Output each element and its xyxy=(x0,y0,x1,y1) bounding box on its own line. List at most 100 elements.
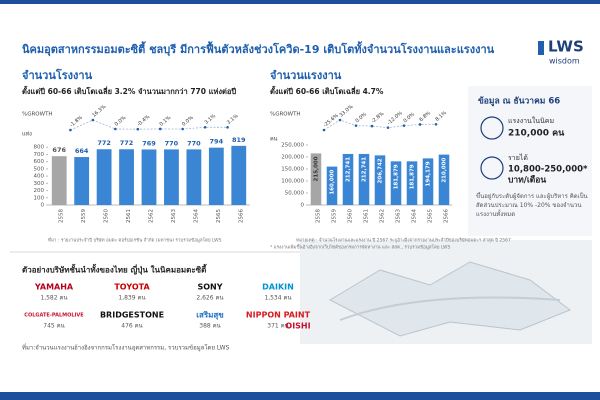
growth-label: 33.0% xyxy=(338,104,354,119)
x-tick-label: 2562 xyxy=(149,209,155,223)
growth-label: 0.0% xyxy=(181,115,195,128)
chart-source: ที่มา : รายงานประจำปี บริษัท อมตะ คอร์ปอ… xyxy=(48,237,222,244)
x-tick-label: 2559 xyxy=(81,209,87,223)
company-workers: 2,626 คน xyxy=(196,295,223,302)
bar xyxy=(51,156,67,205)
y-tick-label: 200 xyxy=(34,188,45,194)
growth-point xyxy=(136,127,140,131)
y-tick-label: 100 xyxy=(34,195,45,201)
bar xyxy=(96,149,112,205)
growth-point xyxy=(370,124,374,128)
labor-value: 210,000 คน xyxy=(508,129,565,139)
chart-title: จำนวนโรงงาน xyxy=(22,68,93,82)
growth-point xyxy=(158,127,162,131)
growth-point xyxy=(226,125,229,129)
x-tick-label: 2561 xyxy=(126,209,132,223)
x-tick-label: 2564 xyxy=(193,209,199,223)
bar xyxy=(141,149,157,205)
growth-label: -12.0% xyxy=(386,110,404,126)
bar xyxy=(422,158,434,205)
growth-label: 3.1% xyxy=(204,113,218,126)
y-tick-label: 100,000 xyxy=(281,179,304,185)
value-label: 181,879 xyxy=(394,164,400,189)
company-workers: 745 คน xyxy=(43,323,64,330)
growth-label: 0.0% xyxy=(402,111,416,124)
y-tick-label: 800 xyxy=(34,145,45,151)
company-logo: NIPPON PAINT xyxy=(246,311,311,320)
growth-label: 3.1% xyxy=(226,113,240,126)
x-tick-label: 2563 xyxy=(171,209,177,223)
y-axis-label: แห่ง xyxy=(22,132,32,138)
growth-label: -25.6% xyxy=(322,113,340,129)
value-label: 215,000 xyxy=(314,156,320,181)
logo-icon xyxy=(538,41,544,55)
growth-label: -2.8% xyxy=(370,111,385,125)
growth-point xyxy=(181,127,184,131)
company-logo: YAMAHA xyxy=(34,283,74,292)
company-logo: SONY xyxy=(197,283,222,292)
bar xyxy=(390,161,402,205)
value-label: 206,742 xyxy=(378,158,384,183)
company-workers: 1,582 คน xyxy=(40,295,67,302)
growth-point xyxy=(418,123,422,126)
top-band xyxy=(0,0,600,4)
growth-point xyxy=(434,122,438,126)
growth-label: 16.3% xyxy=(91,104,107,119)
bar xyxy=(438,154,450,205)
company-workers: 371 คน xyxy=(267,323,288,330)
value-label: 194,179 xyxy=(426,161,432,186)
value-label: 769 xyxy=(142,139,156,147)
company-workers: 388 คน xyxy=(199,323,220,330)
labor-label: แรงงานในนิคม xyxy=(508,116,554,125)
growth-title: %GROWTH xyxy=(270,112,301,118)
income-label: รายได้ xyxy=(508,153,528,162)
chart-source: * แรงงานเพิ่มขึ้นอ้างอิงจากเว็บไซต์ของกร… xyxy=(270,243,450,251)
bar xyxy=(119,149,134,205)
income-icon xyxy=(480,156,504,180)
x-tick-label: 2563 xyxy=(396,209,402,223)
y-tick-label: 50,000 xyxy=(285,191,305,197)
y-tick-label: 200,000 xyxy=(281,155,304,161)
value-label: 772 xyxy=(97,139,111,147)
growth-label: -1.8% xyxy=(69,115,84,129)
chart-title: จำนวนแรงงาน xyxy=(270,69,342,82)
y-tick-label: 0 xyxy=(41,203,45,209)
map-road xyxy=(339,296,561,321)
logo-sub: wisdom xyxy=(549,57,580,66)
x-tick-label: 2565 xyxy=(216,209,222,223)
growth-label: 8.1% xyxy=(434,110,448,123)
labor-icon xyxy=(480,116,504,140)
growth-point xyxy=(354,124,358,127)
x-tick-label: 2560 xyxy=(348,209,354,223)
x-tick-label: 2566 xyxy=(238,209,244,223)
growth-point xyxy=(91,118,95,122)
x-tick-label: 2560 xyxy=(104,209,110,223)
value-label: 664 xyxy=(75,147,89,155)
growth-label: 0.1% xyxy=(159,115,173,128)
bottom-band xyxy=(0,392,600,400)
logo: LWS xyxy=(548,38,584,56)
bar xyxy=(374,155,386,205)
growth-label: 6.8% xyxy=(418,110,432,123)
y-tick-label: 0 xyxy=(301,203,305,209)
y-tick-label: 500 xyxy=(34,166,45,172)
growth-line xyxy=(70,119,228,131)
company-logo: OISHI xyxy=(285,322,310,331)
growth-point xyxy=(338,118,342,122)
company-logo: TOYOTA xyxy=(114,283,150,292)
bar xyxy=(164,149,179,205)
bar xyxy=(342,153,354,205)
value-label: 212,741 xyxy=(362,157,368,182)
value-label: 794 xyxy=(210,138,224,146)
x-tick-label: 2558 xyxy=(316,209,322,223)
growth-label: -0.4% xyxy=(136,114,151,128)
bar xyxy=(208,147,224,205)
bar xyxy=(74,157,90,205)
growth-line xyxy=(323,119,437,131)
x-tick-label: 2565 xyxy=(428,209,434,223)
bar xyxy=(186,149,202,205)
income-unit: บาท/เดือน xyxy=(508,175,546,186)
y-tick-label: 400 xyxy=(34,174,45,180)
